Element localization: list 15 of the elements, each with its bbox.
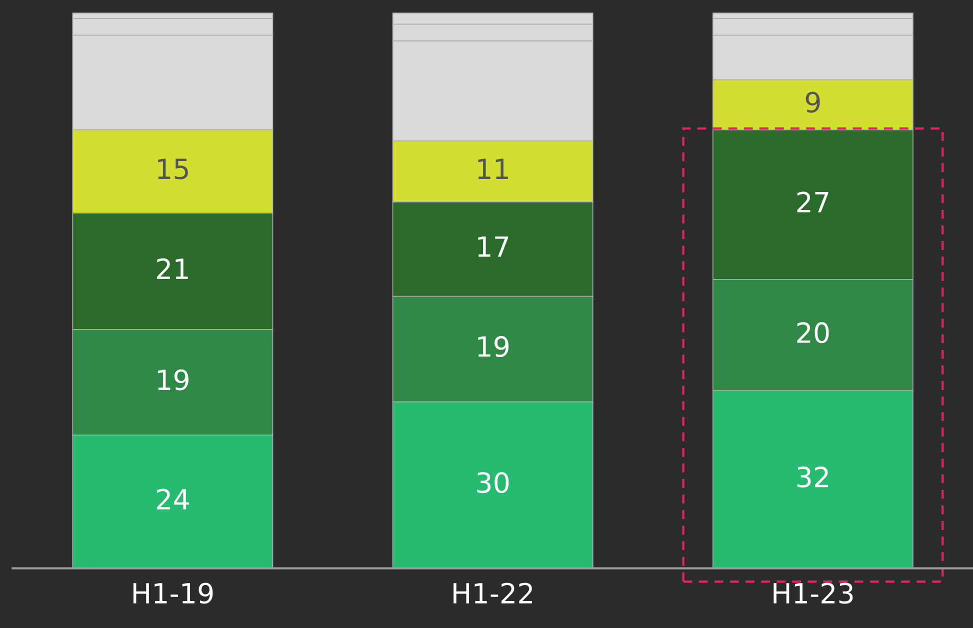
data-label: 17 (478, 236, 508, 257)
data-label: 20 (797, 322, 829, 344)
data-label: 11 (478, 158, 508, 179)
x-tick-label: H1-23 (774, 582, 853, 604)
data-label: 27 (797, 192, 828, 212)
x-tick-label: H1-19 (133, 582, 213, 604)
x-tick-label: H1-22 (454, 582, 532, 604)
data-label: 15 (158, 158, 188, 180)
data-label: 24 (157, 488, 189, 510)
data-label: 19 (158, 369, 188, 390)
data-label: 9 (806, 92, 820, 113)
data-label: 30 (477, 472, 509, 494)
data-label: 21 (157, 258, 188, 279)
data-label: 32 (797, 466, 828, 488)
data-label: 19 (478, 336, 509, 358)
